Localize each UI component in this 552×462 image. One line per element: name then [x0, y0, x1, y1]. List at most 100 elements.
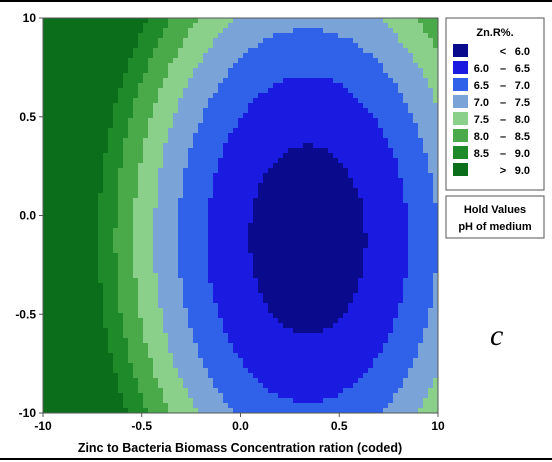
- contour-cell: [173, 208, 179, 214]
- contour-cell: [83, 333, 89, 339]
- contour-cell: [218, 103, 224, 109]
- contour-cell: [353, 303, 359, 309]
- contour-cell: [238, 168, 244, 174]
- contour-cell: [73, 353, 79, 359]
- contour-cell: [323, 48, 329, 54]
- contour-cell: [223, 43, 229, 49]
- contour-cell: [328, 193, 334, 199]
- contour-cell: [78, 123, 84, 129]
- contour-cell: [168, 258, 174, 264]
- contour-cell: [328, 78, 334, 84]
- contour-cell: [308, 168, 314, 174]
- contour-cell: [218, 408, 224, 413]
- contour-cell: [293, 118, 299, 124]
- contour-cell: [168, 153, 174, 159]
- contour-cell: [188, 368, 194, 374]
- contour-cell: [183, 83, 189, 89]
- contour-cell: [108, 328, 114, 334]
- contour-cell: [153, 53, 159, 59]
- contour-cell: [188, 48, 194, 54]
- contour-cell: [328, 48, 334, 54]
- contour-cell: [193, 243, 199, 249]
- contour-cell: [333, 113, 339, 119]
- contour-cell: [223, 393, 229, 399]
- contour-cell: [353, 288, 359, 294]
- contour-cell: [198, 338, 204, 344]
- contour-cell: [183, 123, 189, 129]
- contour-cell: [353, 118, 359, 124]
- contour-cell: [323, 393, 329, 399]
- contour-cell: [223, 288, 229, 294]
- contour-cell: [143, 128, 149, 134]
- contour-cell: [258, 408, 264, 413]
- contour-cell: [283, 73, 289, 79]
- contour-cell: [303, 348, 309, 354]
- contour-cell: [113, 183, 119, 189]
- contour-cell: [233, 363, 239, 369]
- contour-cell: [188, 283, 194, 289]
- contour-cell: [108, 243, 114, 249]
- contour-cell: [208, 373, 214, 379]
- contour-cell: [333, 253, 339, 259]
- contour-cell: [163, 343, 169, 349]
- contour-cell: [108, 73, 114, 79]
- contour-cell: [318, 93, 324, 99]
- contour-cell: [68, 73, 74, 79]
- contour-cell: [193, 268, 199, 274]
- contour-cell: [348, 373, 354, 379]
- contour-cell: [263, 188, 269, 194]
- contour-cell: [178, 78, 184, 84]
- contour-cell: [323, 278, 329, 284]
- contour-cell: [78, 48, 84, 54]
- contour-cell: [343, 78, 349, 84]
- contour-cell: [58, 73, 64, 79]
- contour-cell: [233, 328, 239, 334]
- contour-cell: [213, 223, 219, 229]
- contour-cell: [288, 188, 294, 194]
- contour-cell: [118, 313, 124, 319]
- contour-cell: [258, 288, 264, 294]
- contour-cell: [108, 343, 114, 349]
- contour-cell: [248, 203, 254, 209]
- contour-cell: [318, 328, 324, 334]
- contour-cell: [228, 233, 234, 239]
- contour-cell: [63, 38, 69, 44]
- contour-cell: [273, 273, 279, 279]
- contour-cell: [93, 163, 99, 169]
- contour-cell: [353, 138, 359, 144]
- contour-cell: [198, 333, 204, 339]
- contour-cell: [228, 203, 234, 209]
- contour-cell: [143, 93, 149, 99]
- contour-cell: [53, 363, 59, 369]
- contour-cell: [68, 263, 74, 269]
- contour-cell: [143, 398, 149, 404]
- contour-cell: [283, 38, 289, 44]
- contour-cell: [143, 173, 149, 179]
- contour-cell: [318, 283, 324, 289]
- contour-cell: [233, 303, 239, 309]
- contour-cell: [68, 138, 74, 144]
- contour-cell: [188, 138, 194, 144]
- contour-cell: [308, 53, 314, 59]
- contour-cell: [68, 373, 74, 379]
- contour-cell: [78, 198, 84, 204]
- contour-cell: [333, 268, 339, 274]
- contour-cell: [133, 328, 139, 334]
- contour-cell: [68, 133, 74, 139]
- contour-cell: [123, 333, 129, 339]
- contour-cell: [303, 293, 309, 299]
- contour-cell: [243, 248, 249, 254]
- contour-cell: [203, 28, 209, 34]
- contour-cell: [88, 358, 94, 364]
- contour-cell: [313, 238, 319, 244]
- contour-cell: [303, 148, 309, 154]
- contour-cell: [73, 88, 79, 94]
- contour-cell: [218, 338, 224, 344]
- contour-cell: [298, 93, 304, 99]
- contour-cell: [293, 233, 299, 239]
- contour-cell: [318, 88, 324, 94]
- contour-cell: [223, 248, 229, 254]
- contour-cell: [83, 113, 89, 119]
- contour-cell: [203, 78, 209, 84]
- contour-cell: [48, 223, 54, 229]
